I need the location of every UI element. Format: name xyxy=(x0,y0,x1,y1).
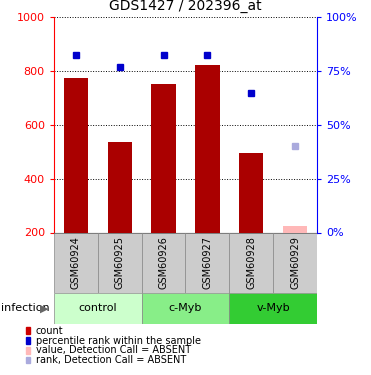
Text: GSM60924: GSM60924 xyxy=(71,236,81,289)
Bar xyxy=(142,292,229,324)
Text: rank, Detection Call = ABSENT: rank, Detection Call = ABSENT xyxy=(36,355,186,365)
Text: count: count xyxy=(36,326,63,336)
Text: value, Detection Call = ABSENT: value, Detection Call = ABSENT xyxy=(36,345,191,355)
Text: GSM60929: GSM60929 xyxy=(290,236,300,289)
Bar xyxy=(229,232,273,292)
Text: GSM60927: GSM60927 xyxy=(203,236,213,289)
Bar xyxy=(54,232,98,292)
Bar xyxy=(196,65,220,232)
Bar xyxy=(108,142,132,232)
Text: ▶: ▶ xyxy=(40,303,48,313)
Bar xyxy=(273,232,317,292)
Title: GDS1427 / 202396_at: GDS1427 / 202396_at xyxy=(109,0,262,13)
Bar xyxy=(151,84,175,232)
Text: GSM60928: GSM60928 xyxy=(246,236,256,289)
Text: c-Myb: c-Myb xyxy=(169,303,202,313)
Bar xyxy=(186,232,229,292)
Bar xyxy=(283,226,307,232)
Bar xyxy=(142,232,186,292)
Bar xyxy=(229,292,317,324)
Text: infection: infection xyxy=(1,303,49,313)
Bar xyxy=(64,78,88,232)
Bar xyxy=(98,232,142,292)
Text: control: control xyxy=(78,303,117,313)
Text: percentile rank within the sample: percentile rank within the sample xyxy=(36,336,201,345)
Text: GSM60925: GSM60925 xyxy=(115,236,125,289)
Bar xyxy=(239,153,263,232)
Text: GSM60926: GSM60926 xyxy=(158,236,168,289)
Bar xyxy=(54,292,142,324)
Text: v-Myb: v-Myb xyxy=(256,303,290,313)
